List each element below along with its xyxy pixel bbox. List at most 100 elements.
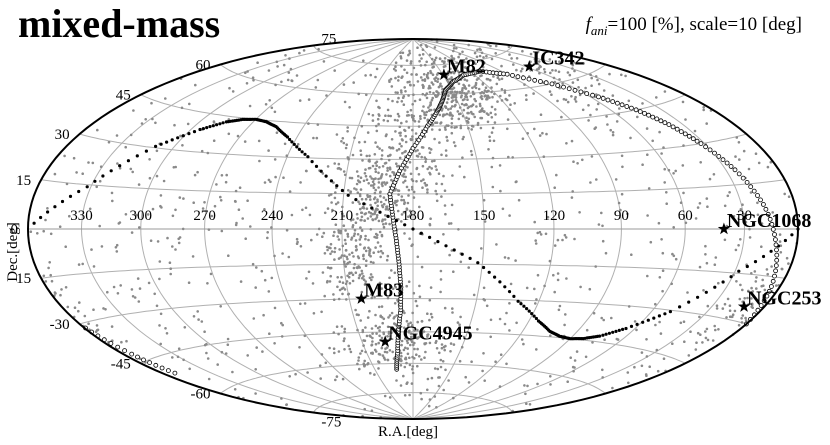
- event-point: [84, 315, 87, 318]
- event-point: [447, 108, 450, 111]
- event-point: [574, 359, 577, 362]
- event-point: [504, 323, 507, 326]
- event-point: [249, 225, 252, 228]
- event-point: [357, 359, 360, 362]
- event-point: [372, 219, 375, 222]
- boundary-marker: [362, 202, 365, 205]
- event-point: [426, 46, 429, 49]
- event-point: [499, 95, 502, 98]
- boundary-marker: [347, 194, 350, 197]
- event-point: [221, 174, 224, 177]
- event-point: [360, 176, 363, 179]
- event-point: [481, 370, 484, 373]
- event-point: [364, 74, 367, 77]
- event-point: [336, 286, 339, 289]
- event-point: [558, 309, 561, 312]
- event-point: [480, 247, 483, 250]
- boundary-marker: [61, 200, 64, 203]
- event-point: [680, 322, 683, 325]
- x-tick-label: 300: [130, 208, 153, 224]
- event-point: [299, 303, 302, 306]
- event-point: [549, 383, 552, 386]
- event-point: [634, 320, 637, 323]
- event-point: [471, 154, 474, 157]
- event-point: [413, 196, 416, 199]
- event-point: [781, 268, 784, 271]
- event-point: [220, 199, 223, 202]
- event-point: [575, 100, 578, 103]
- event-point: [487, 90, 490, 93]
- event-point: [437, 376, 440, 379]
- event-point: [416, 155, 419, 158]
- event-point: [601, 225, 604, 228]
- event-point: [343, 261, 346, 264]
- event-point: [98, 225, 101, 228]
- event-point: [283, 64, 286, 67]
- event-point: [330, 267, 333, 270]
- boundary-marker: [166, 369, 170, 373]
- event-point: [452, 397, 455, 400]
- event-point: [401, 138, 404, 141]
- event-point: [463, 92, 466, 95]
- event-point: [158, 324, 161, 327]
- event-point: [501, 88, 504, 91]
- event-point: [394, 119, 397, 122]
- event-point: [337, 229, 340, 232]
- event-point: [371, 327, 374, 330]
- event-point: [341, 325, 344, 328]
- event-point: [567, 71, 570, 74]
- event-point: [125, 213, 128, 216]
- event-point: [343, 337, 346, 340]
- event-point: [779, 233, 782, 236]
- event-point: [362, 329, 365, 332]
- event-point: [138, 300, 141, 303]
- boundary-marker: [752, 189, 756, 193]
- event-point: [370, 184, 373, 187]
- event-point: [309, 214, 312, 217]
- boundary-marker: [699, 142, 703, 146]
- event-point: [463, 109, 466, 112]
- event-point: [460, 125, 463, 128]
- event-point: [452, 270, 455, 273]
- event-point: [633, 366, 636, 369]
- event-point: [717, 282, 720, 285]
- event-point: [319, 377, 322, 380]
- event-point: [426, 312, 429, 315]
- boundary-marker: [148, 361, 152, 365]
- event-point: [417, 80, 420, 83]
- event-point: [317, 79, 320, 82]
- boundary-marker: [508, 290, 511, 293]
- event-point: [111, 200, 114, 203]
- event-point: [698, 316, 701, 319]
- event-point: [370, 261, 373, 264]
- event-point: [385, 173, 388, 176]
- event-point: [455, 126, 458, 129]
- event-point: [138, 226, 141, 229]
- event-point: [408, 81, 411, 84]
- event-point: [387, 120, 390, 123]
- event-point: [461, 103, 464, 106]
- event-point: [524, 393, 527, 396]
- event-point: [405, 120, 408, 123]
- event-point: [400, 384, 403, 387]
- event-point: [505, 98, 508, 101]
- event-point: [351, 177, 354, 180]
- boundary-marker: [601, 96, 605, 100]
- event-point: [543, 285, 546, 288]
- event-point: [333, 69, 336, 72]
- event-point: [355, 245, 358, 248]
- event-point: [459, 316, 462, 319]
- event-point: [593, 312, 596, 315]
- boundary-marker: [790, 233, 793, 236]
- event-point: [385, 199, 388, 202]
- event-point: [339, 232, 342, 235]
- event-point: [364, 339, 367, 342]
- event-point: [156, 150, 159, 153]
- event-point: [368, 160, 371, 163]
- boundary-marker: [77, 190, 80, 193]
- event-point: [486, 98, 489, 101]
- boundary-marker: [773, 233, 777, 237]
- event-point: [75, 171, 78, 174]
- event-point: [434, 46, 437, 49]
- event-point: [587, 119, 590, 122]
